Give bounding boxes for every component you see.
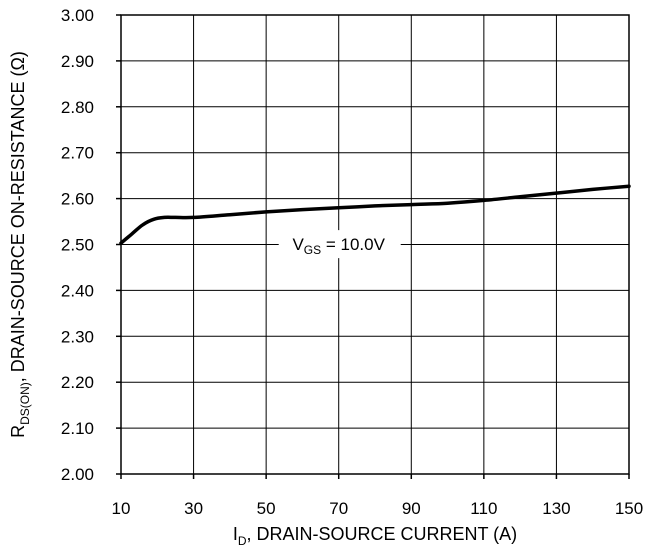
y-tick-label: 3.00	[61, 6, 94, 25]
y-axis-title: RDS(ON), DRAIN-SOURCE ON-RESISTANCE (Ω)	[8, 51, 32, 438]
y-axis-title-rest: , DRAIN-SOURCE ON-RESISTANCE (Ω)	[8, 51, 28, 382]
series-line	[119, 184, 631, 245]
y-tick-label: 2.70	[61, 144, 94, 163]
annotation-layer: VGS = 10.0V	[278, 230, 401, 259]
annotation-background	[278, 230, 401, 259]
series-layer	[119, 184, 631, 245]
y-axis-title-subscript: DS(ON)	[18, 382, 32, 425]
x-tick-label: 90	[402, 499, 421, 518]
y-tick-label: 2.60	[61, 190, 94, 209]
annotation-label: VGS = 10.0V	[292, 235, 385, 257]
y-tick-label: 2.30	[61, 327, 94, 346]
x-tick-label: 130	[542, 499, 570, 518]
y-tick-label: 2.90	[61, 52, 94, 71]
y-tick-label: 2.00	[61, 465, 94, 484]
annotation-subscript: GS	[304, 243, 321, 257]
x-axis-title-rest: , DRAIN-SOURCE CURRENT (A)	[247, 524, 518, 544]
x-axis-title-main: I	[233, 524, 238, 544]
annotation-rest: = 10.0V	[321, 235, 385, 254]
y-axis-ticks: 2.00 2.10 2.20 2.30 2.40 2.50 2.60 2.70 2.80 2.90…	[61, 6, 121, 484]
y-tick-label: 2.80	[61, 98, 94, 117]
x-tick-label: 10	[112, 499, 131, 518]
annotation-main: V	[292, 235, 304, 254]
x-tick-label: 30	[184, 499, 203, 518]
y-tick-label: 2.10	[61, 419, 94, 438]
x-axis-title: ID, DRAIN-SOURCE CURRENT (A)	[233, 524, 517, 548]
x-tick-label: 50	[257, 499, 276, 518]
y-tick-label: 2.20	[61, 373, 94, 392]
y-tick-label: 2.50	[61, 236, 94, 255]
y-axis-title-main: R	[8, 425, 28, 438]
x-tick-label: 70	[329, 499, 348, 518]
x-tick-label: 110	[470, 499, 497, 518]
x-tick-label: 150	[615, 499, 643, 518]
x-axis-ticks: 10 30 50 70 90 110 130 150	[112, 474, 643, 518]
y-tick-label: 2.40	[61, 281, 94, 300]
x-axis-title-subscript: D	[238, 534, 247, 548]
